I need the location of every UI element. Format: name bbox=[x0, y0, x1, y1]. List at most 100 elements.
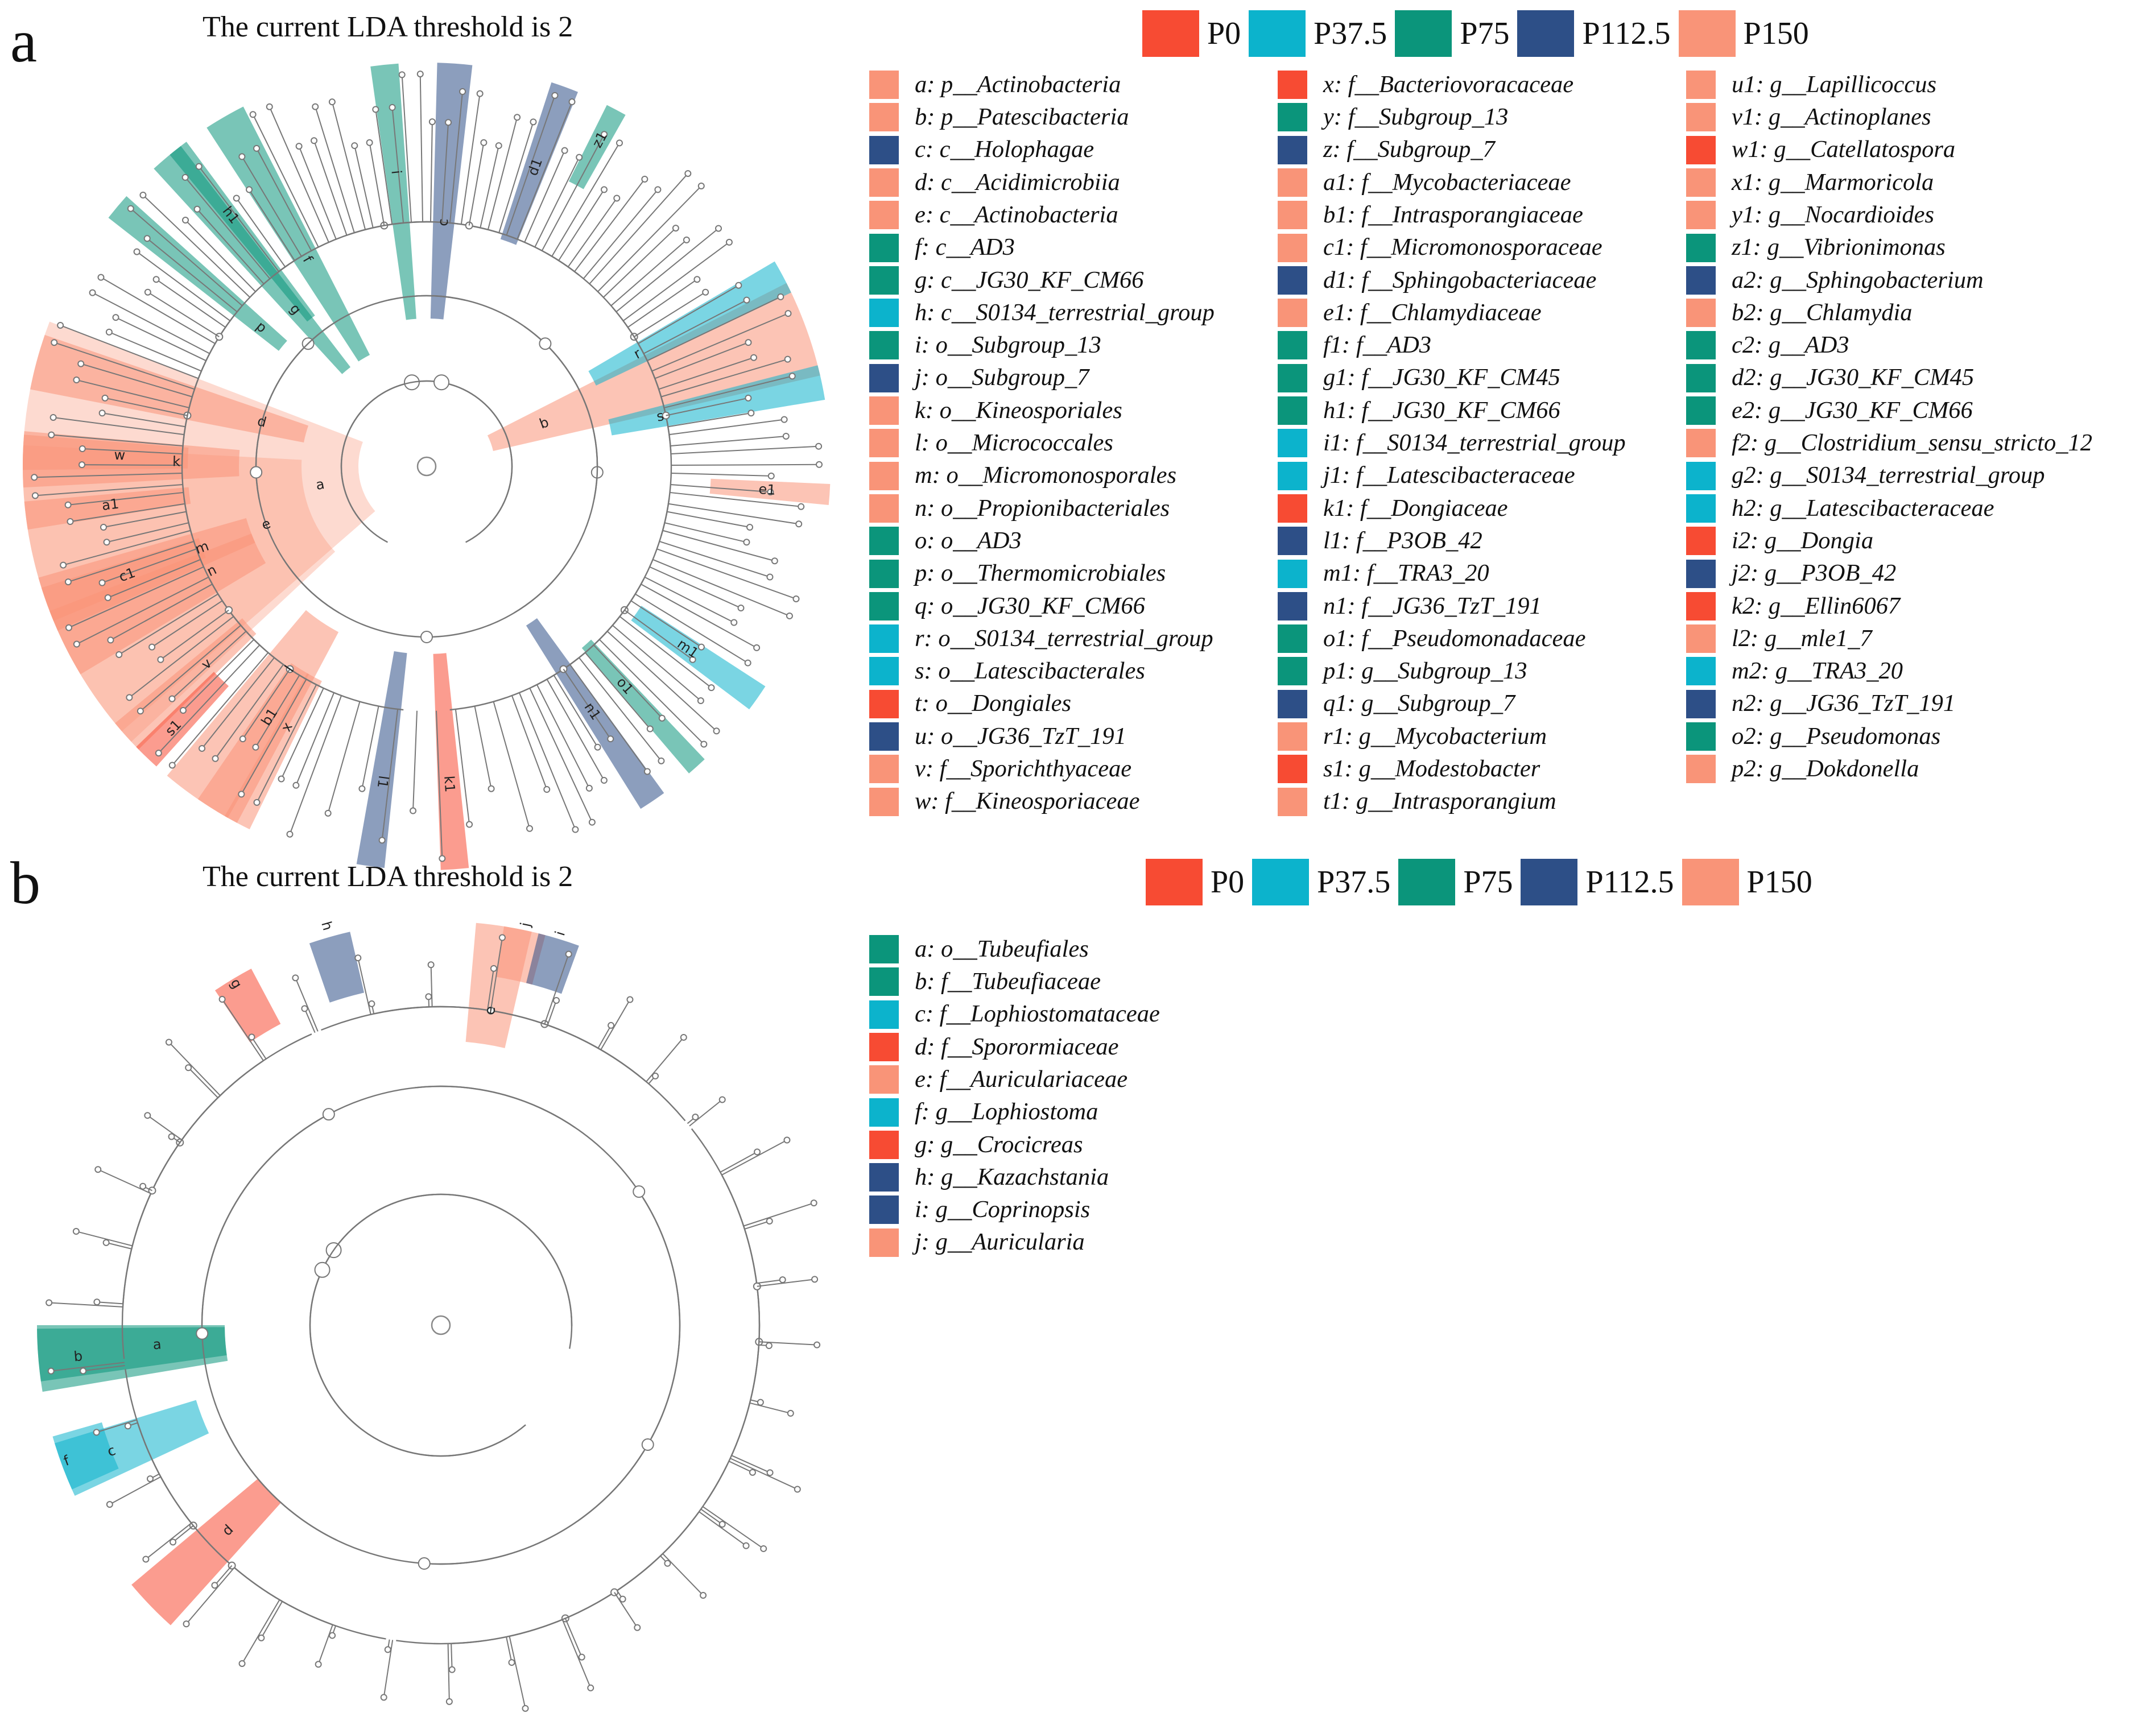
taxa-legend-item: g: c__JG30_KF_CM66 bbox=[869, 266, 1144, 295]
tree-leaf-node bbox=[565, 950, 572, 958]
taxa-legend-item: d1: f__Sphingobacteriaceae bbox=[1278, 266, 1596, 295]
tree-leaf-branch bbox=[699, 1511, 747, 1546]
taxa-legend-item: d: c__Acidimicrobiia bbox=[869, 168, 1120, 197]
tree-leaf-node bbox=[168, 1133, 175, 1140]
tree-leaf-branch bbox=[584, 652, 651, 730]
tree-leaf-node bbox=[445, 119, 452, 126]
tree-leaf-node bbox=[646, 725, 654, 733]
tree-leaf-node bbox=[766, 573, 774, 581]
taxa-swatch bbox=[869, 935, 899, 963]
tree-leaf-node bbox=[195, 163, 203, 170]
tree-leaf-branch bbox=[536, 684, 590, 789]
tree-leaf-node bbox=[193, 205, 201, 213]
tree-leaf-node bbox=[746, 523, 754, 531]
tree-leaf-branch bbox=[160, 609, 229, 660]
tree-leaf-branch bbox=[651, 313, 788, 372]
tree-leaf-node bbox=[115, 651, 123, 658]
taxa-swatch bbox=[869, 559, 899, 588]
taxa-label: d1: f__Sphingobacteriaceae bbox=[1323, 266, 1597, 293]
tree-leaf-branch bbox=[97, 1301, 123, 1305]
tree-leaf-node bbox=[144, 288, 151, 296]
taxa-label: f1: f__AD3 bbox=[1323, 332, 1432, 359]
clade-highlight-i bbox=[526, 933, 579, 994]
tree-node bbox=[420, 631, 433, 643]
tree-leaf-node bbox=[815, 461, 823, 468]
tree-leaf-node bbox=[743, 539, 750, 546]
tree-leaf-branch bbox=[447, 1643, 450, 1702]
tree-node bbox=[433, 374, 450, 391]
clade-highlight-d bbox=[131, 1478, 281, 1625]
group-legend-item: P75 bbox=[1395, 10, 1509, 57]
tree-leaf-branch bbox=[295, 692, 334, 786]
taxa-label: u: o__JG36_TzT_191 bbox=[915, 722, 1126, 750]
tree-leaf-branch bbox=[600, 999, 631, 1050]
tree-leaf-node bbox=[384, 1646, 391, 1653]
taxa-label: c1: f__Micromonosporaceae bbox=[1323, 234, 1602, 261]
taxa-legend-item: e: f__Auriculariaceae bbox=[869, 1065, 1127, 1094]
tree-leaf-node bbox=[490, 965, 497, 972]
tree-leaf-node bbox=[672, 225, 679, 232]
clade-label-j: j bbox=[517, 921, 534, 928]
group-label-p0: P0 bbox=[1207, 16, 1241, 51]
tree-leaf-node bbox=[380, 1694, 387, 1701]
group-label-p112-5: P112.5 bbox=[1582, 16, 1671, 51]
tree-leaf-node bbox=[600, 186, 608, 193]
tree-leaf-node bbox=[466, 821, 473, 828]
tree-leaf-branch bbox=[109, 331, 202, 372]
clade-highlight-b1 bbox=[197, 663, 309, 818]
tree-leaf-branch bbox=[70, 503, 185, 522]
taxa-label: j1: f__Latescibacteraceae bbox=[1323, 462, 1575, 489]
tree-leaf-branch bbox=[517, 101, 573, 239]
taxa-label: h1: f__JG30_KF_CM66 bbox=[1323, 396, 1560, 424]
tree-leaf-branch bbox=[430, 965, 433, 1007]
taxa-swatch bbox=[869, 1032, 899, 1061]
tree-leaf-branch bbox=[749, 1402, 791, 1414]
taxa-legend-item: e: c__Actinobacteria bbox=[869, 201, 1118, 230]
taxa-label: o1: f__Pseudomonadaceae bbox=[1323, 624, 1586, 652]
taxa-legend-item: h: g__Kazachstania bbox=[869, 1163, 1109, 1192]
clade-highlight-o1 bbox=[581, 639, 705, 773]
taxa-legend-item: b2: g__Chlamydia bbox=[1686, 299, 1913, 328]
tree-leaf-node bbox=[658, 757, 665, 764]
tree-leaf-branch bbox=[757, 1279, 815, 1287]
group-legend-item: P0 bbox=[1142, 10, 1241, 57]
clade-highlight-i bbox=[370, 63, 416, 320]
tree-node bbox=[418, 1557, 431, 1570]
tree-leaf-node bbox=[784, 310, 792, 317]
taxa-legend-item: c1: f__Micromonosporaceae bbox=[1278, 233, 1602, 262]
taxa-label: f2: g__Clostridium_sensu_stricto_12 bbox=[1732, 429, 2092, 457]
taxa-legend-item: e2: g__JG30_KF_CM66 bbox=[1686, 396, 1973, 425]
taxa-swatch bbox=[1278, 624, 1307, 653]
tree-leaf-branch bbox=[506, 95, 556, 235]
tree-leaf-branch bbox=[574, 179, 646, 272]
tree-leaf-node bbox=[179, 707, 187, 714]
taxa-label: x: f__Bacteriovoracaceae bbox=[1323, 71, 1574, 98]
tree-leaf-node bbox=[784, 355, 791, 363]
clade-label-w: w bbox=[114, 447, 126, 464]
tree-leaf-node bbox=[588, 818, 596, 826]
taxa-label: f: c__AD3 bbox=[915, 234, 1015, 261]
taxa-legend-item: d: f__Sporormiaceae bbox=[869, 1032, 1118, 1061]
taxa-legend-item: s1: g__Modestobacter bbox=[1278, 755, 1540, 784]
tree-leaf-node bbox=[354, 954, 362, 962]
tree-leaf-node bbox=[576, 154, 583, 161]
tree-leaf-branch bbox=[702, 1506, 764, 1549]
tree-leaf-branch bbox=[327, 701, 361, 814]
taxa-label: a2: g__Sphingobacterium bbox=[1732, 266, 1984, 293]
tree-leaf-node bbox=[98, 579, 106, 586]
tree-leaf-branch bbox=[241, 1599, 280, 1664]
clade-label-b: b bbox=[73, 1348, 84, 1364]
taxa-label: k2: g__Ellin6067 bbox=[1732, 592, 1901, 619]
tree-leaf-branch bbox=[612, 624, 701, 701]
taxa-legend-item: u: o__JG36_TzT_191 bbox=[869, 722, 1126, 751]
tree-leaf-branch bbox=[744, 1221, 770, 1230]
tree-leaf-node bbox=[165, 1039, 172, 1046]
group-label-p112-5: P112.5 bbox=[1585, 864, 1674, 900]
tree-leaf-branch bbox=[659, 540, 770, 578]
taxa-label: e2: g__JG30_KF_CM66 bbox=[1732, 396, 1973, 424]
tree-branch-arc bbox=[121, 1060, 264, 1359]
tree-leaf-branch bbox=[569, 664, 648, 772]
taxa-legend-item: t: o__Dongiales bbox=[869, 689, 1071, 718]
taxa-swatch bbox=[869, 624, 899, 653]
tree-leaf-node bbox=[157, 656, 164, 663]
